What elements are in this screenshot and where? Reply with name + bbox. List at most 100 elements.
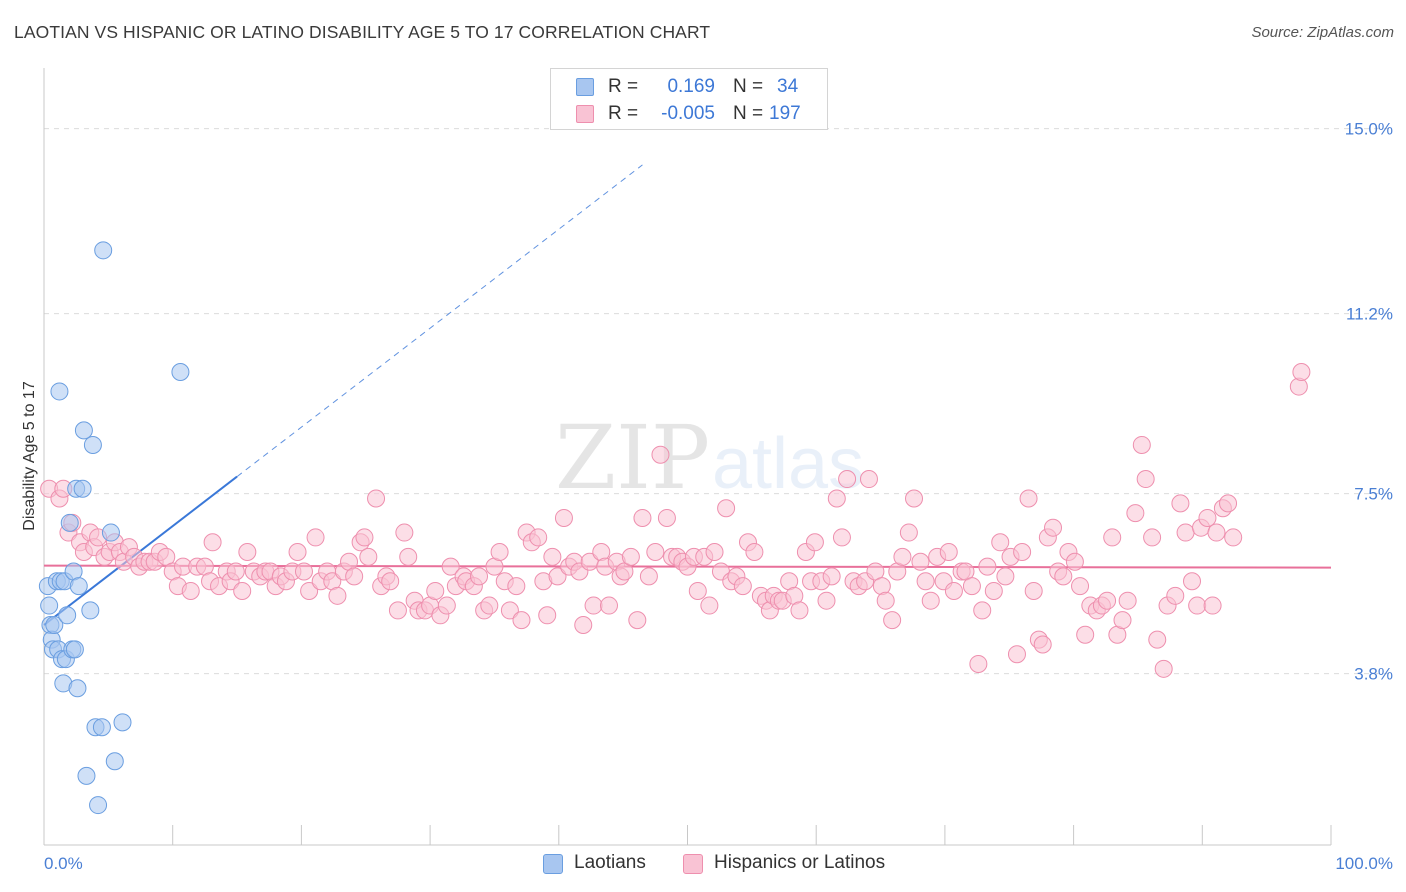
hispanic-point — [328, 586, 347, 605]
hispanic-point — [1203, 596, 1222, 615]
hispanic-point — [827, 489, 846, 508]
legend-n-value: 197 — [769, 103, 801, 124]
hispanic-point — [480, 596, 499, 615]
x-tick-label-max: 100.0% — [1335, 854, 1393, 873]
hispanic-point — [790, 601, 809, 620]
hispanic-point — [991, 533, 1010, 552]
bottom-legend-laotians: Laotians — [543, 851, 663, 877]
laotian-point — [68, 679, 87, 698]
hispanic-point — [832, 528, 851, 547]
hispanic-point — [805, 533, 824, 552]
hispanic-point — [621, 547, 640, 566]
y-tick-label: 7.5% — [1354, 485, 1393, 504]
hispanic-point — [916, 572, 935, 591]
hispanic-point — [1207, 523, 1226, 542]
laotian-point — [171, 362, 190, 381]
laotian-trend-extension — [236, 164, 643, 477]
hispanic-point — [899, 523, 918, 542]
hispanic-points — [40, 362, 1311, 678]
hispanic-point — [969, 654, 988, 673]
laotian-point — [81, 601, 100, 620]
hispanic-point — [1024, 581, 1043, 600]
hispanic-point — [1136, 470, 1155, 489]
legend-row-laotians: R = 0.169 N = 34 — [551, 73, 829, 101]
hispanic-point — [921, 591, 940, 610]
hispanic-point — [367, 489, 386, 508]
hispanic-point — [470, 567, 489, 586]
hispanic-point — [1118, 591, 1137, 610]
hispanic-point — [657, 508, 676, 527]
laotian-point — [69, 577, 88, 596]
axes — [43, 68, 1332, 846]
hispanic-point — [893, 547, 912, 566]
hispanic-point — [233, 581, 252, 600]
hispanic-point — [1166, 586, 1185, 605]
hispanic-point — [388, 601, 407, 620]
hispanic-point — [1132, 435, 1151, 454]
hispanic-point — [646, 543, 665, 562]
hispanic-point — [1098, 591, 1117, 610]
legend-row-hispanics: R = -0.005 N = 197 — [551, 100, 829, 128]
legend-r-label: R = — [608, 103, 639, 124]
hispanic-point — [1148, 630, 1167, 649]
y-tick-labels: 3.8% 7.5% 11.2% 15.0% — [1345, 120, 1393, 684]
hispanic-point — [1188, 596, 1207, 615]
hispanic-point — [512, 611, 531, 630]
hispanic-point — [859, 470, 878, 489]
hispanic-point — [226, 562, 245, 581]
hispanic-point — [490, 543, 509, 562]
hispanic-point — [203, 533, 222, 552]
hispanic-point — [1171, 494, 1190, 513]
hispanic-point — [1071, 577, 1090, 596]
hispanic-point — [548, 567, 567, 586]
y-tick-label: 15.0% — [1345, 120, 1393, 139]
hispanic-point — [911, 552, 930, 571]
hispanic-point — [355, 528, 374, 547]
hispanic-point — [238, 543, 257, 562]
hispanic-point — [822, 567, 841, 586]
hispanic-point — [294, 562, 313, 581]
hispanic-point — [306, 528, 325, 547]
legend-n-label: N = — [733, 76, 764, 97]
laotian-points — [38, 241, 190, 815]
laotian-point — [101, 523, 120, 542]
hispanic-point — [1065, 552, 1084, 571]
hispanic-point — [395, 523, 414, 542]
hispanic-point — [1113, 611, 1132, 630]
bottom-legend-swatch-laotians — [543, 854, 563, 874]
hispanic-point — [359, 547, 378, 566]
hispanic-point — [717, 499, 736, 518]
laotian-point — [83, 435, 102, 454]
hispanic-point — [700, 596, 719, 615]
hispanic-point — [984, 581, 1003, 600]
legend-r-value: 0.169 — [667, 76, 715, 97]
hispanic-point — [437, 596, 456, 615]
laotian-point — [92, 718, 111, 737]
watermark: ZIP atlas — [555, 406, 864, 509]
x-tick-labels: 0.0% 100.0% — [44, 854, 1393, 873]
hispanic-point — [1154, 659, 1173, 678]
hispanic-point — [705, 543, 724, 562]
laotian-point — [74, 421, 93, 440]
laotian-point — [94, 241, 113, 260]
hispanic-point — [838, 470, 857, 489]
hispanic-point — [1198, 508, 1217, 527]
laotian-point — [65, 640, 84, 659]
hispanic-point — [554, 508, 573, 527]
hispanic-point — [973, 601, 992, 620]
bottom-legend-label-laotians: Laotians — [574, 852, 646, 873]
laotian-point — [73, 479, 92, 498]
hispanic-point — [1013, 543, 1032, 562]
laotian-point — [77, 766, 96, 785]
hispanic-point — [905, 489, 924, 508]
hispanic-point — [181, 581, 200, 600]
hispanic-point — [574, 616, 593, 635]
y-axis-label: Disability Age 5 to 17 — [21, 381, 38, 531]
laotian-point — [60, 513, 79, 532]
hispanic-point — [745, 543, 764, 562]
legend-swatch-hispanics — [576, 105, 594, 123]
hispanic-point — [962, 577, 981, 596]
hispanic-point — [1292, 362, 1311, 381]
hispanic-point — [1143, 528, 1162, 547]
